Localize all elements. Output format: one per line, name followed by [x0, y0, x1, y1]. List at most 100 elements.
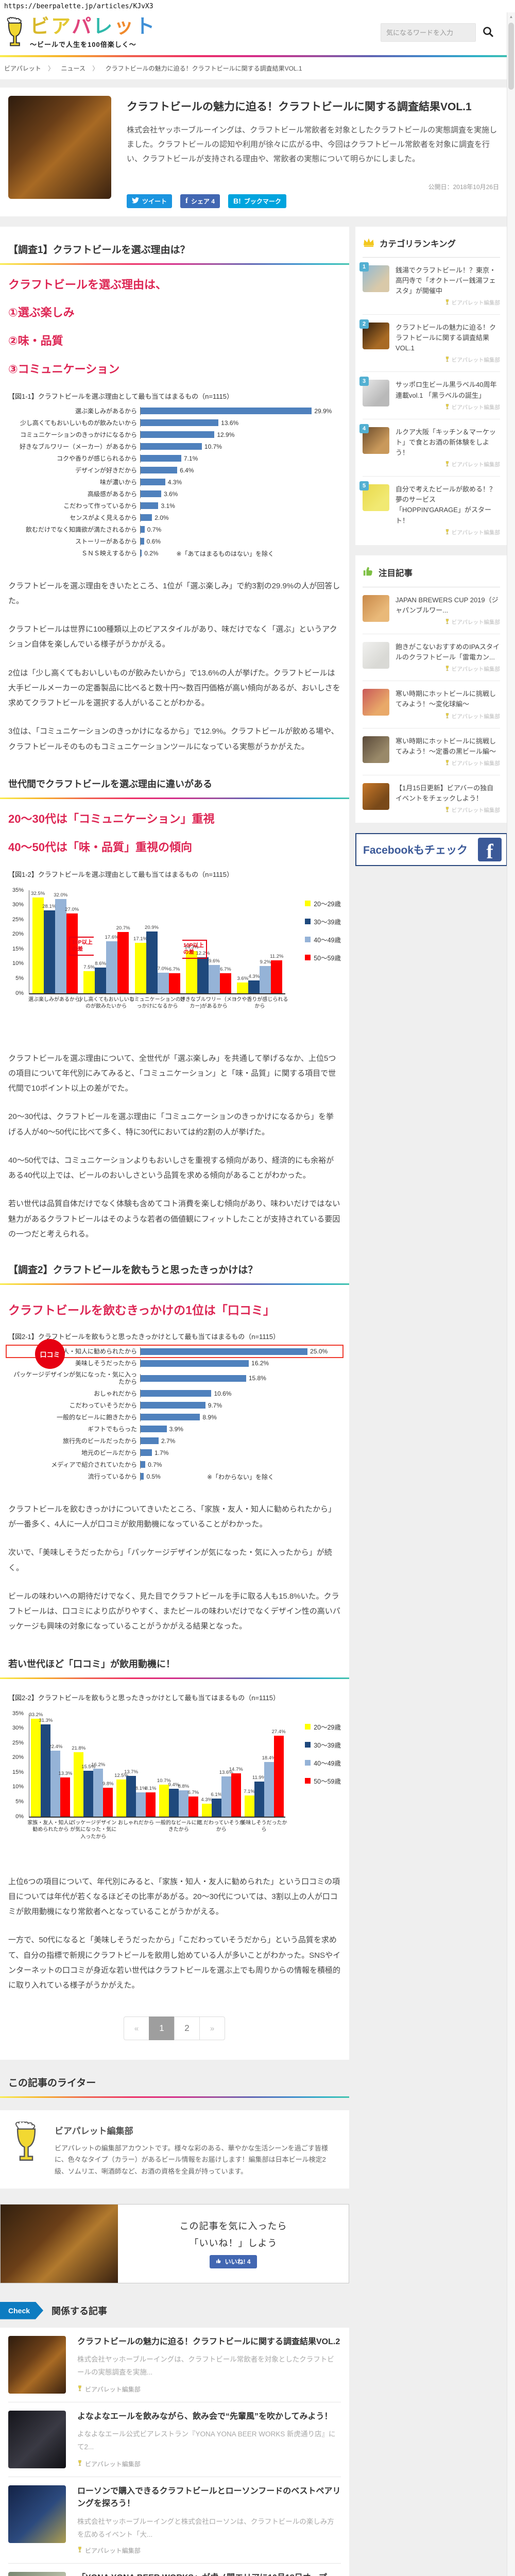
- pagination-page-2[interactable]: 2: [174, 2016, 200, 2041]
- featured-item-2[interactable]: 飽きがこないおすすめのIPAスタイルのクラフトビール「雷電カン... ビアパレッ…: [363, 634, 500, 682]
- scrollbar[interactable]: ▲: [507, 12, 515, 2576]
- featured-item-1[interactable]: JAPAN BREWERS CUP 2019（ジャパンブルワー... ビアパレッ…: [363, 587, 500, 634]
- bar-value: 12.9%: [217, 431, 235, 438]
- bar-group: 17.1% 20.9% 7.0% 6.7% コミュニケーションのきっかけになるから: [129, 890, 186, 1009]
- bar-label: 少し高くてもおいしいものが飲みたいから: [20, 419, 137, 427]
- bar: [141, 1390, 212, 1397]
- bar: [168, 1788, 179, 1817]
- featured-item-4[interactable]: 寒い時期にホットビールに挑戦してみよう！～定番の黒ビール編～ ビアパレット編集部: [363, 728, 500, 775]
- facebook-like-button[interactable]: いいね! 4: [210, 2255, 257, 2268]
- legend-swatch: [305, 1741, 311, 1748]
- bar-value: 0.2%: [144, 549, 159, 557]
- section-underline: [0, 1677, 349, 1679]
- bar: [106, 941, 118, 993]
- scrollbar-thumb[interactable]: [508, 23, 514, 90]
- bar-group-label: こだわっていそうだから: [198, 1820, 245, 1833]
- legend-item: 40～49歳: [305, 935, 341, 944]
- ranking-item-2[interactable]: 2 クラフトビールの魅力に迫る！クラフトビールに関する調査結果VOL.1 ビアパ…: [359, 315, 500, 372]
- related-item-3[interactable]: ローソンで購入できるクラフトビールとローソンフードのベストペアリングを探ろう！ …: [8, 2477, 341, 2564]
- bar-label: 美味しそうだったから: [75, 1359, 137, 1367]
- scrollbar-up-arrow[interactable]: ▲: [509, 14, 513, 19]
- bar: [244, 1795, 254, 1817]
- bar-value: 32.5%: [31, 890, 45, 896]
- like-banner: この記事を気に入ったら 「いいね！」しよう いいね! 4: [0, 2204, 349, 2283]
- bar: [141, 1437, 159, 1445]
- site-logo[interactable]: ビアパレット ～ビールで人生を100倍楽しく～: [4, 16, 156, 49]
- legend-swatch: [305, 936, 311, 942]
- chart-body: 0% 5% 10% 15% 20% 25% 30% 35% 32.5% 28.1% 32.0% 27.…: [8, 885, 341, 1036]
- writer-avatar: [10, 2121, 42, 2166]
- bar-group: 7.5% 8.6% 17.6% 20.7% 少し高くてもおいしいものが飲みたいから: [78, 890, 134, 1009]
- bar-group-label: おしゃれだから: [118, 1820, 154, 1826]
- ranking-item-1[interactable]: 1 銭湯でクラフトビール！？東京・高円寺で「オクトーバー銭湯フェスタ」が開催中 …: [359, 258, 500, 315]
- section-underline: [0, 2096, 349, 2098]
- pagination-prev[interactable]: «: [124, 2016, 149, 2041]
- related-thumb: [8, 2410, 66, 2468]
- search-input[interactable]: [381, 23, 476, 42]
- bar: [136, 1792, 146, 1817]
- chart-row: 地元のビールだから 1.7%: [8, 1448, 341, 1457]
- bar: [254, 1781, 264, 1817]
- facebook-icon: f: [185, 196, 188, 205]
- related-item-4[interactable]: 「YONA YONA BEER WORKS」が虎ノ門エリアに10月18日オープン…: [8, 2564, 341, 2576]
- related-thumb: [8, 2485, 66, 2543]
- tweet-button[interactable]: ツイート: [127, 194, 173, 208]
- hatena-bookmark-button[interactable]: B! ブックマーク: [228, 194, 286, 208]
- search-button[interactable]: [482, 26, 494, 40]
- twitter-icon: [132, 197, 139, 205]
- featured-item-3[interactable]: 寒い時期にホットビールに挑戦してみよう！～変化球編～ ビアパレット編集部: [363, 681, 500, 728]
- section-heading-survey1: 【調査1】クラフトビールを選ぶ理由は？: [8, 244, 190, 256]
- bar-group: 33.2% 31.3% 22.4% 13.3% 家族・友人・知人に勧められたから: [27, 1712, 74, 1833]
- related-thumb: [8, 2335, 66, 2394]
- article-lead: 株式会社ヤッホーブルーイングは、クラフトビール常飲者を対象としたクラフトビールの…: [127, 126, 497, 163]
- pagination-page-1[interactable]: 1: [149, 2016, 175, 2041]
- bar: [271, 960, 283, 993]
- featured-item-5[interactable]: 【1月15日更新】ビアバーの独自イベントをチェックしよう！ ビアパレット編集部: [363, 775, 500, 822]
- bar: [221, 1776, 231, 1817]
- axis-tick: 5%: [15, 975, 24, 982]
- facebook-share-button[interactable]: f シェア 4: [180, 194, 220, 208]
- chart-row: ギフトでもらった 3.9%: [8, 1425, 341, 1433]
- legend-label: 50～59歳: [314, 1777, 341, 1785]
- bar-label: 好きなブルワリー（メーカー）があるから: [19, 443, 137, 450]
- bar: [74, 1752, 84, 1817]
- facebook-banner[interactable]: Facebookもチェック f: [355, 833, 507, 867]
- chart-fig2-1: 【図2-1】クラフトビールを飲もうと思ったきっかけとして最も当てはまるもの（n=…: [6, 1331, 344, 1486]
- chart-title: 【図2-2】クラフトビールを飲もうと思ったきっかけとして最も当てはまるもの（n=…: [8, 1693, 280, 1702]
- ranking-item-5[interactable]: 5 自分で考えたビールが飲める！？夢のサービス「HOPPIN'GARAGE」がス…: [359, 477, 500, 544]
- bar-label: 旅行先のビールだったから: [62, 1437, 137, 1445]
- bar-value: 13.3%: [58, 1770, 73, 1776]
- breadcrumb-separator: 〉: [48, 64, 55, 72]
- ranking-item-3[interactable]: 3 サッポロ生ビール黒ラベル40周年連載vol.1 「黒ラベルの誕生」 ビアパレ…: [359, 372, 500, 419]
- chart-row: 一般的なビールに飽きたから 8.9%: [8, 1413, 341, 1421]
- breadcrumb-home[interactable]: ビアパレット: [4, 64, 41, 72]
- bar: [273, 1736, 284, 1817]
- bar: [116, 1780, 127, 1817]
- writer-section: この記事のライター ビアパレット編集部 ビアパレットの編集部アカウントです。様々…: [0, 2075, 349, 2189]
- legend-label: 20～29歳: [314, 900, 341, 908]
- bar-value: 4.3%: [167, 478, 182, 486]
- plot-area: 32.5% 28.1% 32.0% 27.0% 選ぶ楽しみがあるから) 7.5% 8.6% 1…: [28, 890, 288, 1009]
- search-icon: [482, 27, 494, 40]
- bar-value: 8.1%: [145, 1786, 157, 1792]
- related-item-1[interactable]: クラフトビールの魅力に迫る！クラフトビールに関する調査結果VOL.2 株式会社ヤ…: [8, 2328, 341, 2402]
- chart-row: 飲むだけでなく知識欲が満たされるから 0.7%: [8, 525, 341, 534]
- browser-url: https://beerpalette.jp/articles/KJvX3: [0, 0, 515, 11]
- bar-value: 0.6%: [146, 537, 161, 545]
- bar-value: 18.4%: [262, 1755, 276, 1761]
- breadcrumb-news[interactable]: ニュース: [61, 64, 85, 72]
- site-header: ビアパレット ～ビールで人生を100倍楽しく～: [0, 11, 515, 55]
- bar-value: 0.7%: [147, 526, 162, 533]
- bar: [50, 1750, 61, 1817]
- legend-label: 50～59歳: [314, 954, 341, 962]
- bar: [83, 1771, 94, 1817]
- bar-label: 味が濃いから: [99, 478, 137, 486]
- related-item-2[interactable]: よなよなエールを飲みながら、飲み会で“先輩風”を吹かしてみよう！ よなよなエール…: [8, 2402, 341, 2477]
- bar-value: 7.0%: [157, 965, 169, 972]
- bar-value: 16.2%: [91, 1762, 106, 1768]
- pagination-next[interactable]: »: [199, 2016, 225, 2041]
- bar-value: 22.4%: [48, 1743, 63, 1750]
- legend-label: 40～49歳: [314, 936, 341, 944]
- ranking-item-4[interactable]: 4 ルクア大阪「キッチン＆マーケット」で食とお酒の新体験をしよう！ ビアパレット…: [359, 419, 500, 477]
